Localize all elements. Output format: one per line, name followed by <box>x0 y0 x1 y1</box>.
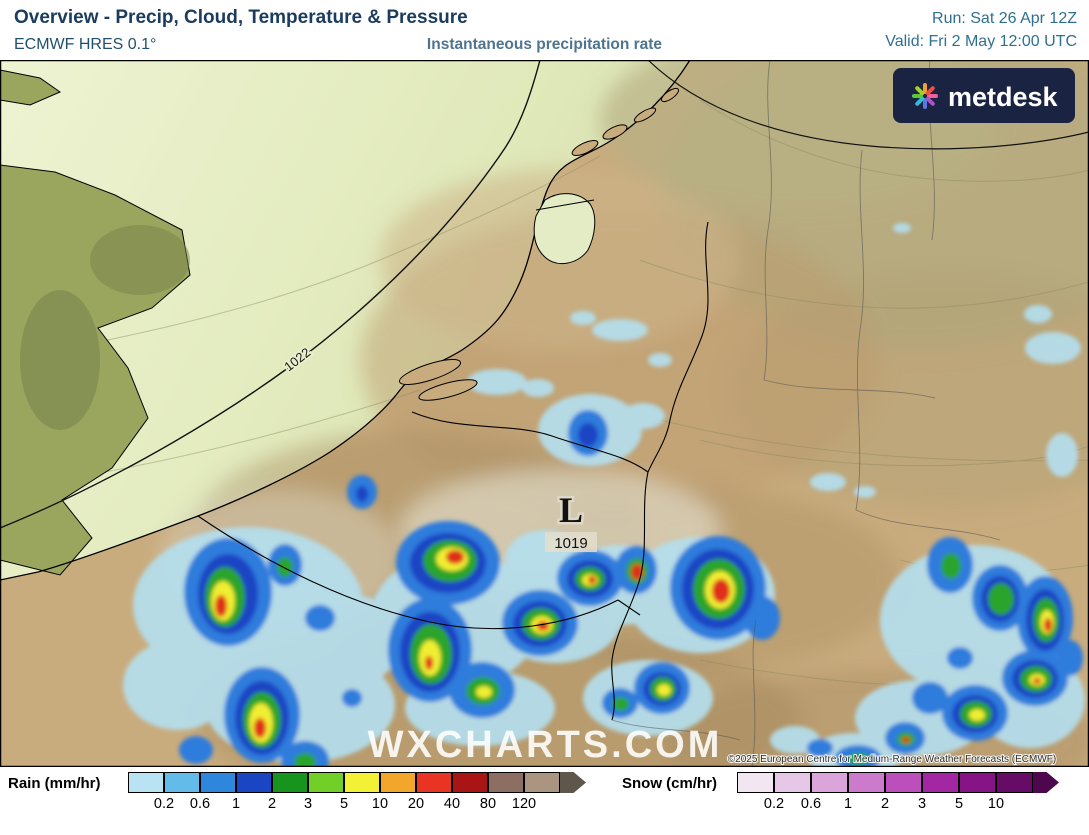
legend-color-box <box>737 772 774 793</box>
legend-color-box <box>380 772 416 793</box>
parameter-subtitle: Instantaneous precipitation rate <box>426 36 663 53</box>
legend-color-box <box>452 772 488 793</box>
legend-color-box <box>922 772 959 793</box>
legend-color-box <box>164 772 200 793</box>
legend: Rain (mm/hr) 0.2 0.6 1 2 3 5 10 20 40 80 120 Snow … <box>0 767 1089 835</box>
snow-legend-label: Snow (cm/hr) <box>622 775 718 792</box>
legend-color-box <box>774 772 811 793</box>
copyright-text: ©2025 European Centre for Medium-Range W… <box>728 754 1056 765</box>
legend-tick: 80 <box>479 796 497 812</box>
rain-legend-label: Rain (mm/hr) <box>8 775 101 792</box>
legend-color-box <box>128 772 164 793</box>
low-pressure-label: L 1019 <box>545 488 597 552</box>
model-label: ECMWF HRES 0.1° <box>14 36 157 53</box>
legend-tick: 5 <box>339 796 349 812</box>
isobar-1022-line <box>0 59 541 529</box>
logo-text: metdesk <box>948 82 1059 112</box>
ijsselmeer-lake <box>533 193 596 265</box>
metdesk-logo: metdesk <box>893 68 1075 123</box>
rain-scale-ticks: 0.2 0.6 1 2 3 5 10 20 40 80 120 <box>128 796 598 814</box>
legend-tick: 0.6 <box>800 796 822 812</box>
precipitation-layer <box>123 223 1085 779</box>
legend-tick: 0.6 <box>189 796 211 812</box>
legend-tick: 2 <box>267 796 277 812</box>
weather-map-svg: 10 2 2 L 1019 metdesk WXCHARTS.COM <box>0 30 1089 810</box>
country-borders <box>197 221 709 721</box>
legend-color-box <box>959 772 996 793</box>
metdesk-starburst-icon <box>912 83 938 109</box>
precip-extreme-red <box>215 550 1052 743</box>
legend-color-box <box>416 772 452 793</box>
uk-landmass <box>0 69 191 576</box>
legend-tick: 40 <box>443 796 461 812</box>
valid-time: Valid: Fri 2 May 12:00 UTC <box>885 33 1077 51</box>
page-title: Overview - Precip, Cloud, Temperature & … <box>14 7 468 28</box>
legend-color-box <box>308 772 344 793</box>
legend-arrow <box>560 772 586 793</box>
legend-tick: 1 <box>843 796 853 812</box>
legend-arrow <box>1033 772 1059 793</box>
legend-tick: 3 <box>917 796 927 812</box>
legend-color-box <box>236 772 272 793</box>
legend-tick: 10 <box>371 796 389 812</box>
legend-tick: 120 <box>511 796 537 812</box>
run-time: Run: Sat 26 Apr 12Z <box>932 10 1077 27</box>
coastal-islands <box>398 87 680 401</box>
legend-color-box <box>272 772 308 793</box>
legend-tick: 20 <box>407 796 425 812</box>
low-symbol: L <box>559 490 583 530</box>
legend-tick: 3 <box>303 796 313 812</box>
low-pressure-value: 1019 <box>554 535 587 552</box>
snow-scale-ticks: 0.2 0.6 1 2 3 5 10 <box>737 796 1067 814</box>
watermark: WXCHARTS.COM <box>368 724 723 766</box>
rain-color-scale <box>128 772 586 793</box>
legend-color-box <box>996 772 1033 793</box>
legend-color-box <box>848 772 885 793</box>
legend-color-box <box>200 772 236 793</box>
legend-tick: 0.2 <box>153 796 175 812</box>
run-valid-block: Run: Sat 26 Apr 12Z Valid: Fri 2 May 12:… <box>885 7 1077 53</box>
logo-background <box>893 68 1075 123</box>
legend-tick: 5 <box>954 796 964 812</box>
snow-color-scale <box>737 772 1059 793</box>
legend-tick: 2 <box>880 796 890 812</box>
pressure-value-box <box>545 532 597 552</box>
legend-color-box <box>811 772 848 793</box>
legend-tick: 0.2 <box>763 796 785 812</box>
header: Overview - Precip, Cloud, Temperature & … <box>0 0 1089 60</box>
legend-color-box <box>885 772 922 793</box>
legend-color-box <box>488 772 524 793</box>
legend-tick: 1 <box>231 796 241 812</box>
legend-color-box <box>344 772 380 793</box>
isobar-line-secondary <box>647 59 1089 150</box>
legend-tick: 10 <box>987 796 1005 812</box>
weather-map: 10 2 2 L 1019 metdesk WXCHARTS.COM <box>0 30 1089 810</box>
legend-color-box <box>524 772 560 793</box>
